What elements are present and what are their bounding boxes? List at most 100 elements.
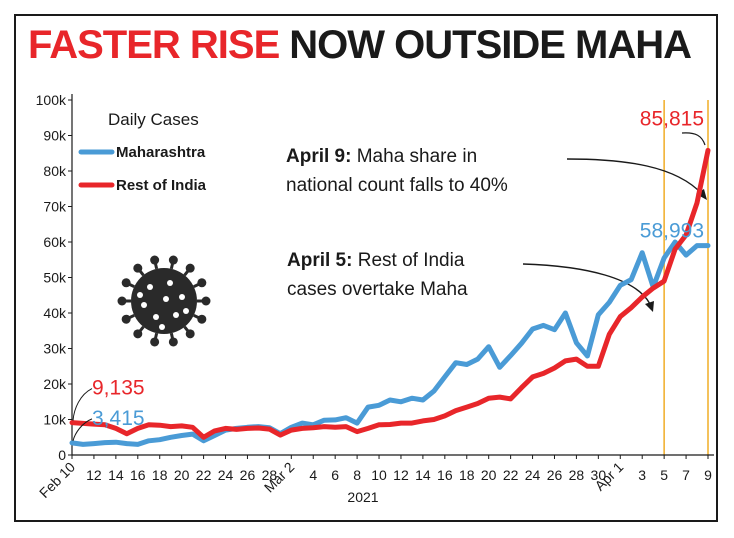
x-tick-label: 28 [569, 467, 585, 483]
annotation-april5-text: Rest of India [352, 250, 464, 271]
virus-spike-tip [201, 296, 211, 306]
virus-spike-tip [133, 263, 143, 273]
x-tick-label: 7 [682, 467, 690, 483]
x-tick-label: 28 [262, 467, 278, 483]
legend-label-maharashtra: Maharashtra [116, 144, 206, 161]
chart-title-red: FASTER RISE [28, 23, 280, 67]
virus-spike-tip [117, 296, 127, 306]
data-label: 9,135 [92, 377, 145, 400]
x-tick-label: 5 [660, 467, 668, 483]
x-tick-label: 6 [331, 467, 339, 483]
virus-spot [167, 280, 173, 286]
legend: Daily Cases Maharashtra Rest of India [78, 110, 207, 194]
y-tick-label: 30k [43, 341, 67, 357]
annotation-april5-line2: cases overtake Maha [287, 279, 468, 300]
y-tick-label: 0 [58, 447, 66, 463]
virus-spike-tip [150, 255, 160, 265]
virus-spot [159, 324, 165, 330]
virus-spike-tip [133, 329, 143, 339]
y-tick-label: 50k [43, 270, 67, 286]
date-markers [663, 100, 709, 455]
annotation-april5-line1: April 5: Rest of India [287, 250, 465, 271]
x-tick-label: 18 [459, 467, 475, 483]
annotation-april5-bold: April 5: [287, 250, 352, 271]
virus-spot [137, 292, 143, 298]
x-tick-label: 20 [481, 467, 497, 483]
y-tick-label: 80k [43, 163, 67, 179]
x-tick-label: 26 [547, 467, 563, 483]
virus-spike-tip [150, 337, 160, 347]
x-tick-label: 9 [704, 467, 712, 483]
y-axis-ticks: 0 10k 20k 30k 40k 50k 60k 70k 80k 90k 100k [36, 92, 72, 463]
virus-spot [179, 294, 185, 300]
x-tick-label: 26 [240, 467, 256, 483]
virus-spike-tip [197, 278, 207, 288]
data-label-leader [72, 418, 93, 442]
chart-svg: FASTER RISE NOW OUTSIDE MAHA 010k20k30k40… [28, 23, 714, 505]
axes [71, 94, 714, 456]
y-tick-label: 70k [43, 199, 67, 215]
annotation-april9-line1: April 9: Maha share in [286, 146, 477, 167]
virus-spike-tip [168, 337, 178, 347]
virus-spike-tip [185, 263, 195, 273]
y-tick-label: 90k [43, 128, 67, 144]
y-tick-label: 100k [36, 92, 67, 108]
x-tick-label: 16 [130, 467, 146, 483]
series-line-rest-of-india [69, 147, 711, 440]
x-tick-label: 14 [415, 467, 431, 483]
y-tick-label: 10k [43, 412, 67, 428]
virus-icon [117, 255, 211, 347]
x-tick-label: 3 [638, 467, 646, 483]
data-label-leader [72, 388, 93, 421]
x-tick-label: 12 [86, 467, 102, 483]
data-labels: 9,135 3,415 85,815 58,993 [72, 107, 704, 442]
annotations: April 9: Maha share in national count fa… [286, 132, 707, 312]
y-tick-label: 40k [43, 305, 67, 321]
chart-frame: FASTER RISE NOW OUTSIDE MAHA 0 10k 20k 30k 40… [14, 14, 718, 522]
annotation-april5-arrowhead [645, 301, 654, 312]
chart-title: FASTER RISE NOW OUTSIDE MAHA [28, 23, 691, 67]
x-tick-label: 8 [353, 467, 361, 483]
virus-spike-tip [121, 278, 131, 288]
x-tick-label: 14 [108, 467, 124, 483]
annotation-april9-line2: national count falls to 40% [286, 175, 508, 196]
annotation-april9-bold: April 9: [286, 146, 351, 167]
series-line-maharashtra [69, 239, 711, 447]
annotation-april9-arrow [566, 158, 703, 195]
virus-spot [163, 296, 169, 302]
x-tick-label: Feb 10 [36, 459, 78, 501]
x-tick-label: 4 [309, 467, 317, 483]
x-tick-label: 22 [503, 467, 519, 483]
x-tick-label: 22 [196, 467, 212, 483]
x-tick-label: 12 [393, 467, 409, 483]
annotation-april9-arrowhead [696, 189, 707, 200]
x-tick-label: 16 [437, 467, 453, 483]
virus-spike-tip [121, 314, 131, 324]
virus-spot [183, 308, 189, 314]
x-tick-label: 10 [371, 467, 387, 483]
x-tick-label: Apr 1 [591, 459, 626, 494]
data-label: 85,815 [640, 107, 704, 130]
x-tick-label: 20 [174, 467, 190, 483]
virus-spike-tip [168, 255, 178, 265]
data-label: 58,993 [640, 220, 704, 243]
legend-title: Daily Cases [108, 110, 199, 129]
x-tick-label: 18 [152, 467, 168, 483]
virus-spike-tip [197, 314, 207, 324]
legend-label-rest-of-india: Rest of India [116, 177, 207, 194]
x-tick-label: 24 [525, 467, 541, 483]
chart-title-black: NOW OUTSIDE MAHA [289, 23, 691, 67]
x-tick-label: 24 [218, 467, 234, 483]
annotation-april5-arrow [522, 263, 651, 305]
series-lines [69, 147, 711, 447]
data-label: 3,415 [92, 407, 145, 430]
virus-spot [153, 314, 159, 320]
virus-spike-tip [185, 329, 195, 339]
virus-spot [147, 284, 153, 290]
x-axis-label: 2021 [347, 489, 378, 505]
virus-spot [173, 312, 179, 318]
y-tick-label: 20k [43, 376, 67, 392]
peak-label-pointer [681, 132, 706, 146]
x-tick-label: 30 [591, 467, 607, 483]
y-tick-label: 60k [43, 234, 67, 250]
